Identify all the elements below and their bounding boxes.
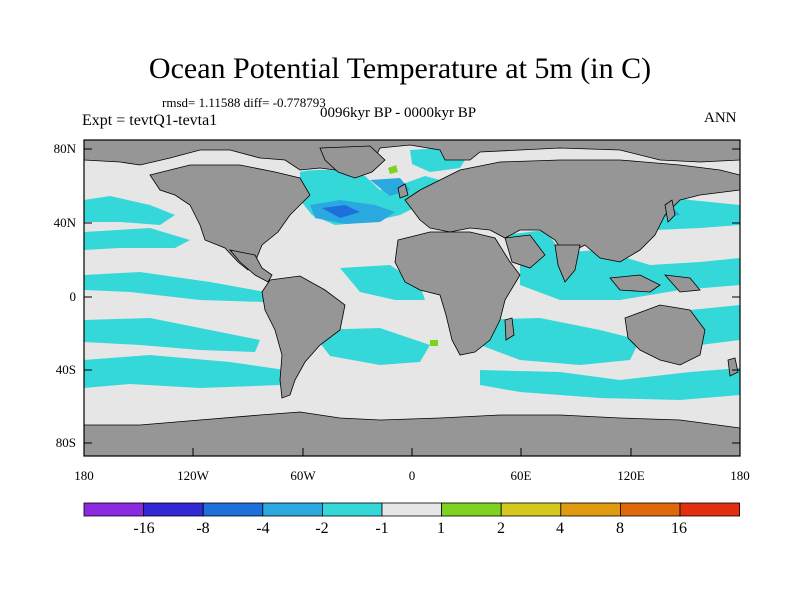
lon-label-60e: 60E xyxy=(510,468,532,483)
warming-regions xyxy=(388,165,438,346)
colorbar-swatch xyxy=(262,502,323,517)
lon-label-120e: 120E xyxy=(617,468,645,483)
colorbar xyxy=(83,502,740,517)
colorbar-swatch xyxy=(560,502,621,517)
colorbar-swatch xyxy=(143,502,204,517)
colorbar-label: -2 xyxy=(315,520,329,537)
colorbar-swatch xyxy=(83,502,144,517)
colorbar-swatch xyxy=(679,502,740,517)
colorbar-label: -8 xyxy=(196,520,210,537)
land-masses xyxy=(84,140,740,456)
colorbar-swatch xyxy=(202,502,264,517)
lat-label-0: 0 xyxy=(69,289,77,304)
season-label: ANN xyxy=(704,110,737,126)
colorbar-label: 8 xyxy=(616,520,624,537)
lon-label-180w: 180 xyxy=(74,468,94,483)
colorbar-swatch xyxy=(321,502,383,517)
experiment-label: Expt = tevtQ1-tevta1 xyxy=(82,112,218,129)
axis-ticks xyxy=(83,148,741,456)
colorbar-swatch xyxy=(500,502,562,517)
colorbar-label: -1 xyxy=(375,520,389,537)
lon-label-180e: 180 xyxy=(730,468,750,483)
colorbar-label: 2 xyxy=(497,520,505,537)
colorbar-label: 16 xyxy=(671,520,687,537)
colorbar-label: -16 xyxy=(133,520,155,537)
map-title: Ocean Potential Temperature at 5m (in C) xyxy=(148,52,652,85)
colorbar-label: 1 xyxy=(437,520,445,537)
colorbar-label: -4 xyxy=(256,520,270,537)
lat-label-40s: 40S xyxy=(55,362,76,377)
lat-label-80n: 80N xyxy=(53,141,76,156)
lon-label-0: 0 xyxy=(408,468,416,483)
lon-label-120w: 120W xyxy=(177,468,209,483)
period-label: 0096kyr BP - 0000kyr BP xyxy=(320,105,477,121)
colorbar-swatch xyxy=(620,502,681,517)
colorbar-swatch xyxy=(381,502,442,517)
colorbar-swatch xyxy=(441,502,502,517)
very-strong-cooling-regions xyxy=(322,205,360,218)
lon-label-60w: 60W xyxy=(290,468,316,483)
colorbar-label: 4 xyxy=(556,520,564,537)
lat-label-40n: 40N xyxy=(53,215,76,230)
lat-label-80s: 80S xyxy=(55,435,76,450)
stats-label: rmsd= 1.11588 diff= -0.778793 xyxy=(162,95,326,110)
